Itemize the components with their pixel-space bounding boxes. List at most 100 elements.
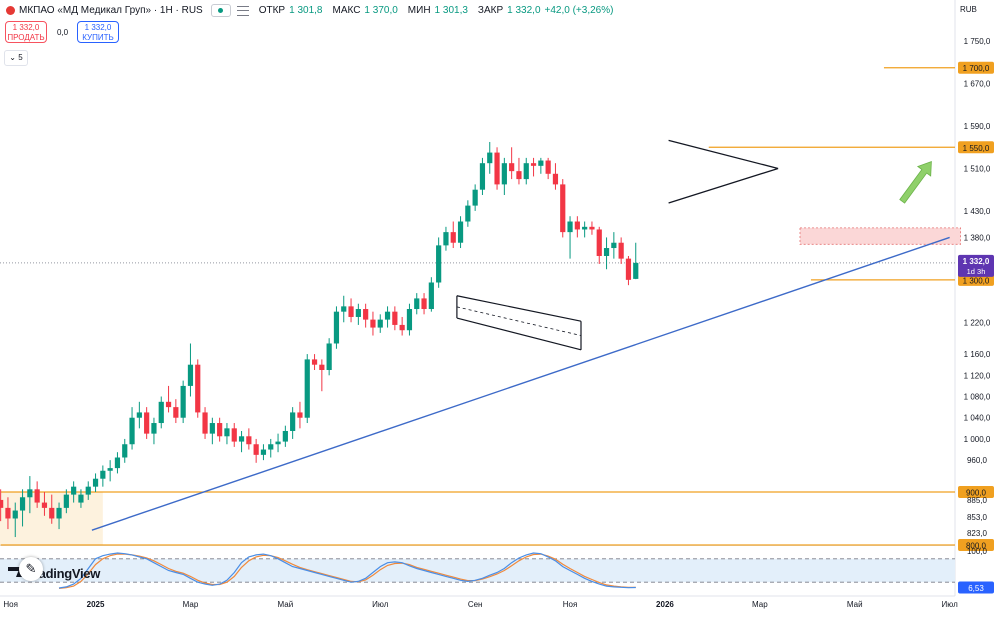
candle-body (246, 436, 252, 445)
candle-body (494, 152, 500, 185)
time-tick-label: 2026 (656, 600, 674, 609)
candle (341, 295, 347, 323)
candle-body (34, 489, 40, 503)
candle-body (158, 401, 164, 424)
candle (158, 396, 164, 429)
sell-button[interactable]: 1 332,0 ПРОДАТЬ (5, 21, 47, 43)
candle (428, 277, 434, 312)
buy-price: 1 332,0 (84, 23, 112, 32)
currency-label[interactable]: RUB (960, 5, 977, 14)
candle-body (173, 407, 179, 418)
time-tick-label: Ноя (563, 600, 578, 609)
candle-body (63, 494, 69, 508)
level-tag-bg (958, 61, 994, 74)
candle-body (560, 184, 566, 233)
candle-body (377, 319, 383, 328)
close-value: 1 332,0 (507, 5, 541, 16)
candle (333, 306, 340, 349)
level-tag-text: 1 700,0 (963, 64, 990, 73)
candle-body (516, 171, 522, 180)
time-tick-label: Май (278, 600, 294, 609)
price-tick-label: 823,0 (967, 529, 988, 538)
low-value: 1 301,3 (434, 5, 468, 16)
candle-body (436, 245, 442, 283)
candle (187, 343, 194, 397)
candle (180, 380, 186, 424)
candle (596, 226, 602, 264)
candle-body (78, 494, 84, 503)
candle (282, 425, 288, 447)
candle (107, 460, 113, 482)
indicators-toggle[interactable]: ⌄ 5 (4, 50, 28, 66)
candle-body (406, 309, 413, 331)
drawing-cursor-button[interactable]: ✎ (19, 557, 43, 581)
current-price-bg (958, 254, 994, 277)
symbol-logo-icon (6, 6, 15, 15)
current-price-value: 1 332,0 (963, 257, 990, 266)
candle (92, 473, 99, 492)
time-tick-label: 2025 (87, 600, 105, 609)
candle-body (341, 306, 347, 312)
candle-body (49, 507, 55, 519)
candle-body (122, 444, 128, 458)
candle-body (297, 412, 303, 418)
candle-body (611, 242, 617, 249)
buy-button[interactable]: 1 332,0 КУПИТЬ (77, 21, 119, 43)
candle (633, 242, 639, 280)
candle-body (530, 163, 537, 166)
candle (370, 311, 376, 336)
spread-value: 0,0 (57, 28, 69, 37)
candle-body (487, 152, 493, 164)
level-tag-3: 900,0 (958, 485, 994, 498)
candle (392, 306, 398, 331)
candle (545, 157, 551, 180)
candle-body (0, 499, 4, 508)
level-tag-bg (958, 539, 994, 551)
candle-body (428, 282, 434, 310)
candle (611, 232, 617, 259)
stoch-tick-label: 100,0 (967, 547, 988, 556)
candle-body (582, 226, 588, 230)
branding-text: TradingView (27, 566, 101, 581)
candle (355, 303, 361, 325)
candle-body (457, 221, 464, 243)
price-tick-label: 1 590,0 (964, 122, 991, 131)
symbol-title[interactable]: МКПАО «МД Медикал Груп» · 1Н · RUS (19, 5, 203, 16)
candle (319, 359, 325, 392)
candle-body (421, 298, 427, 310)
candle-body (136, 412, 142, 418)
candle-body (180, 385, 186, 418)
candle-body (479, 163, 486, 190)
high-value: 1 370,0 (364, 5, 398, 16)
candle (625, 255, 632, 286)
candle (589, 221, 595, 235)
candle (501, 157, 507, 195)
visibility-eye-icon[interactable] (210, 4, 231, 17)
open-label: ОТКР (258, 5, 286, 16)
candle (56, 502, 62, 530)
candle-body (304, 359, 310, 418)
high-label: МАКС (332, 5, 361, 16)
price-tick-label: 1 080,0 (964, 393, 991, 402)
level-tag-0: 1 700,0 (958, 61, 994, 74)
candle (494, 147, 500, 190)
candle (457, 216, 464, 249)
menu-lines-icon[interactable] (236, 5, 249, 16)
candle-body (268, 444, 274, 450)
candle-body (545, 160, 551, 174)
chart-header: МКПАО «МД Медикал Груп» · 1Н · RUS ОТКР … (0, 0, 955, 20)
stoch-tag-bg (958, 581, 994, 594)
candle-body (333, 311, 340, 344)
candle (78, 489, 84, 508)
candle-body (85, 486, 91, 495)
candle-body (326, 343, 332, 370)
candle (0, 489, 4, 522)
candle-body (384, 311, 391, 320)
candle-body (253, 444, 259, 455)
trendline (91, 236, 950, 531)
candle (348, 298, 354, 323)
candle-body (596, 229, 602, 256)
level-tag-text: 800,0 (966, 542, 987, 551)
stoch-current-tag: 6,53 (958, 581, 994, 594)
